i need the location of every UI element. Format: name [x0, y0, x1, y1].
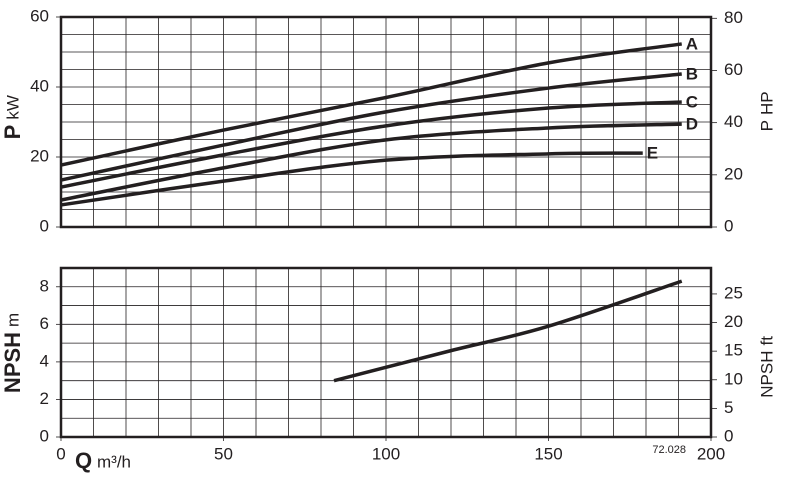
- y-tick-label: 0: [40, 216, 49, 235]
- y-axis-symbol: P: [0, 125, 25, 140]
- y2-tick-label: 40: [724, 112, 743, 131]
- y-tick-label: 0: [40, 426, 49, 445]
- y2-tick-label: 60: [724, 60, 743, 79]
- curve: [333, 279, 683, 383]
- x-axis-unit: m³/h: [97, 452, 131, 471]
- curve-label: A: [686, 34, 698, 53]
- y2-axis-label: NPSH: [757, 351, 776, 398]
- curve: [60, 42, 682, 167]
- curve: [60, 100, 682, 189]
- y2-tick-label: 20: [724, 312, 743, 331]
- plot-frame: [59, 15, 713, 229]
- y-tick-label: 2: [40, 389, 49, 408]
- y2-tick-label: 80: [724, 8, 743, 27]
- y-tick-label: 40: [30, 76, 49, 95]
- x-tick-label: 100: [372, 444, 400, 463]
- x-tick-label: 200: [697, 444, 725, 463]
- y-tick-label: 20: [30, 146, 49, 165]
- y-tick-label: 4: [40, 351, 49, 370]
- annotation: 72.028: [652, 444, 686, 456]
- curve-label: B: [686, 65, 698, 84]
- y2-axis-unit: ft: [757, 336, 776, 346]
- x-tick-label: 50: [214, 444, 233, 463]
- curve-label: E: [647, 144, 658, 163]
- curve: [60, 122, 682, 202]
- y-axis-unit: m: [3, 313, 22, 327]
- x-tick-label: 0: [56, 444, 65, 463]
- y-tick-label: 8: [40, 276, 49, 295]
- curve: [60, 72, 682, 182]
- x-axis-symbol: Q: [75, 448, 92, 473]
- y2-tick-label: 20: [724, 164, 743, 183]
- y2-axis-label: P: [757, 120, 776, 131]
- curve: [60, 151, 643, 207]
- y2-tick-label: 5: [724, 398, 733, 417]
- y2-tick-label: 0: [724, 426, 733, 445]
- curve-label: D: [686, 115, 698, 134]
- y2-axis-unit: HP: [757, 91, 776, 115]
- y2-tick-label: 25: [724, 283, 743, 302]
- x-tick-label: 150: [534, 444, 562, 463]
- y-axis-symbol: NPSH: [0, 332, 25, 393]
- y2-tick-label: 10: [724, 369, 743, 388]
- y-tick-label: 6: [40, 314, 49, 333]
- y2-tick-label: 15: [724, 341, 743, 360]
- y2-tick-label: 0: [724, 216, 733, 235]
- curve-label: C: [686, 93, 698, 112]
- y-axis-unit: kW: [3, 95, 22, 120]
- y-tick-label: 60: [30, 6, 49, 25]
